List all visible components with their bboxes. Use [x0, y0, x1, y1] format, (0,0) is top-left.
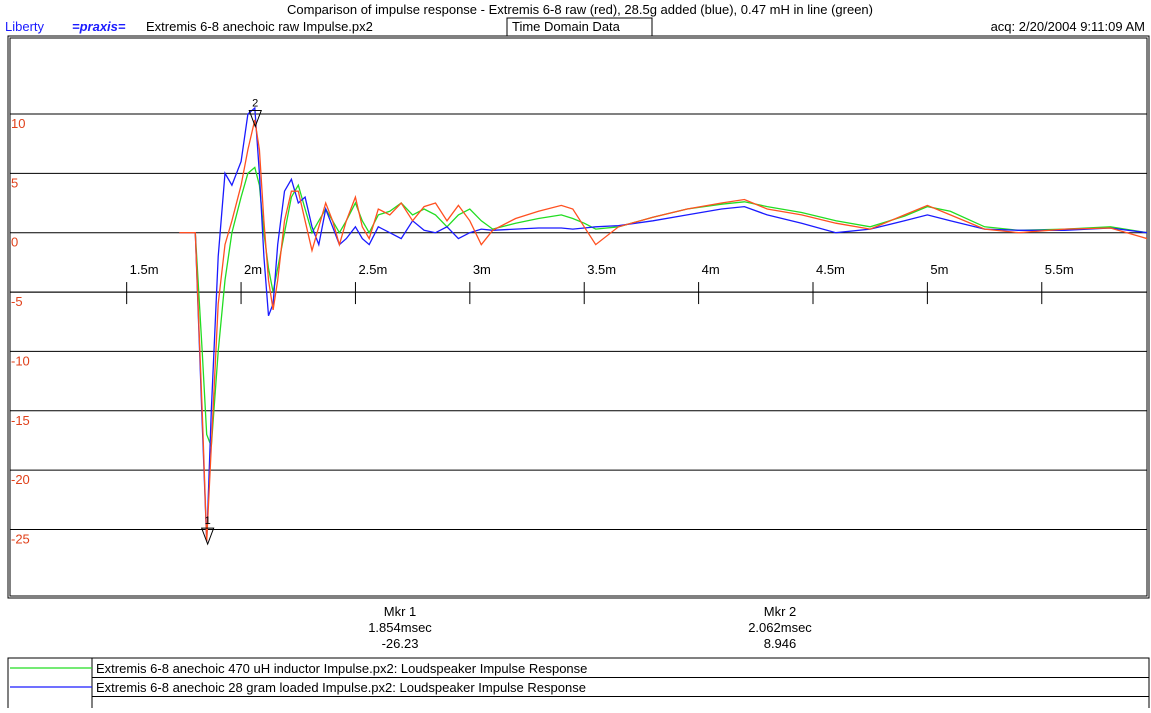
y-tick-label: -20 [11, 472, 30, 487]
app-name: Liberty [5, 19, 45, 34]
marker-number: 2 [252, 97, 258, 109]
marker-y: 8.946 [764, 636, 797, 651]
legend-box [7, 657, 1150, 713]
legend-label: Extremis 6-8 anechoic 470 uH inductor Im… [96, 661, 587, 676]
brand: =praxis= [72, 19, 126, 34]
marker-label: Mkr 2 [764, 604, 797, 619]
y-tick-label: 10 [11, 116, 25, 131]
marker-x: 2.062msec [748, 620, 812, 635]
marker-y: -26.23 [382, 636, 419, 651]
x-tick-label: 2m [244, 262, 262, 277]
marker [200, 527, 215, 546]
chart-title: Comparison of impulse response - Extremi… [287, 2, 873, 17]
y-tick-label: -25 [11, 532, 30, 547]
y-tick-label: -5 [11, 294, 23, 309]
x-tick-label: 4m [702, 262, 720, 277]
series-layer [179, 106, 1147, 542]
y-tick-label: 0 [11, 235, 18, 250]
series-line [179, 119, 1147, 542]
mode: Time Domain Data [512, 19, 621, 34]
x-tick-label: 2.5m [358, 262, 387, 277]
plot-area [9, 37, 1148, 597]
x-tick-label: 5.5m [1045, 262, 1074, 277]
y-tick-label: -10 [11, 353, 30, 368]
marker [248, 109, 262, 128]
marker-label: Mkr 1 [384, 604, 417, 619]
file-name: Extremis 6-8 anechoic raw Impulse.px2 [146, 19, 373, 34]
plot-frame [7, 35, 1150, 599]
legend-label: Extremis 6-8 anechoic 28 gram loaded Imp… [96, 680, 586, 695]
marker-number: 1 [205, 515, 211, 527]
x-tick-label: 3m [473, 262, 491, 277]
x-tick-label: 4.5m [816, 262, 845, 277]
y-tick-label: -15 [11, 413, 30, 428]
marker-x: 1.854msec [368, 620, 432, 635]
y-tick-label: 5 [11, 175, 18, 190]
x-tick-label: 3.5m [587, 262, 616, 277]
x-tick-label: 5m [930, 262, 948, 277]
acquired: acq: 2/20/2004 9:11:09 AM [991, 19, 1145, 34]
x-tick-label: 1.5m [130, 262, 159, 277]
